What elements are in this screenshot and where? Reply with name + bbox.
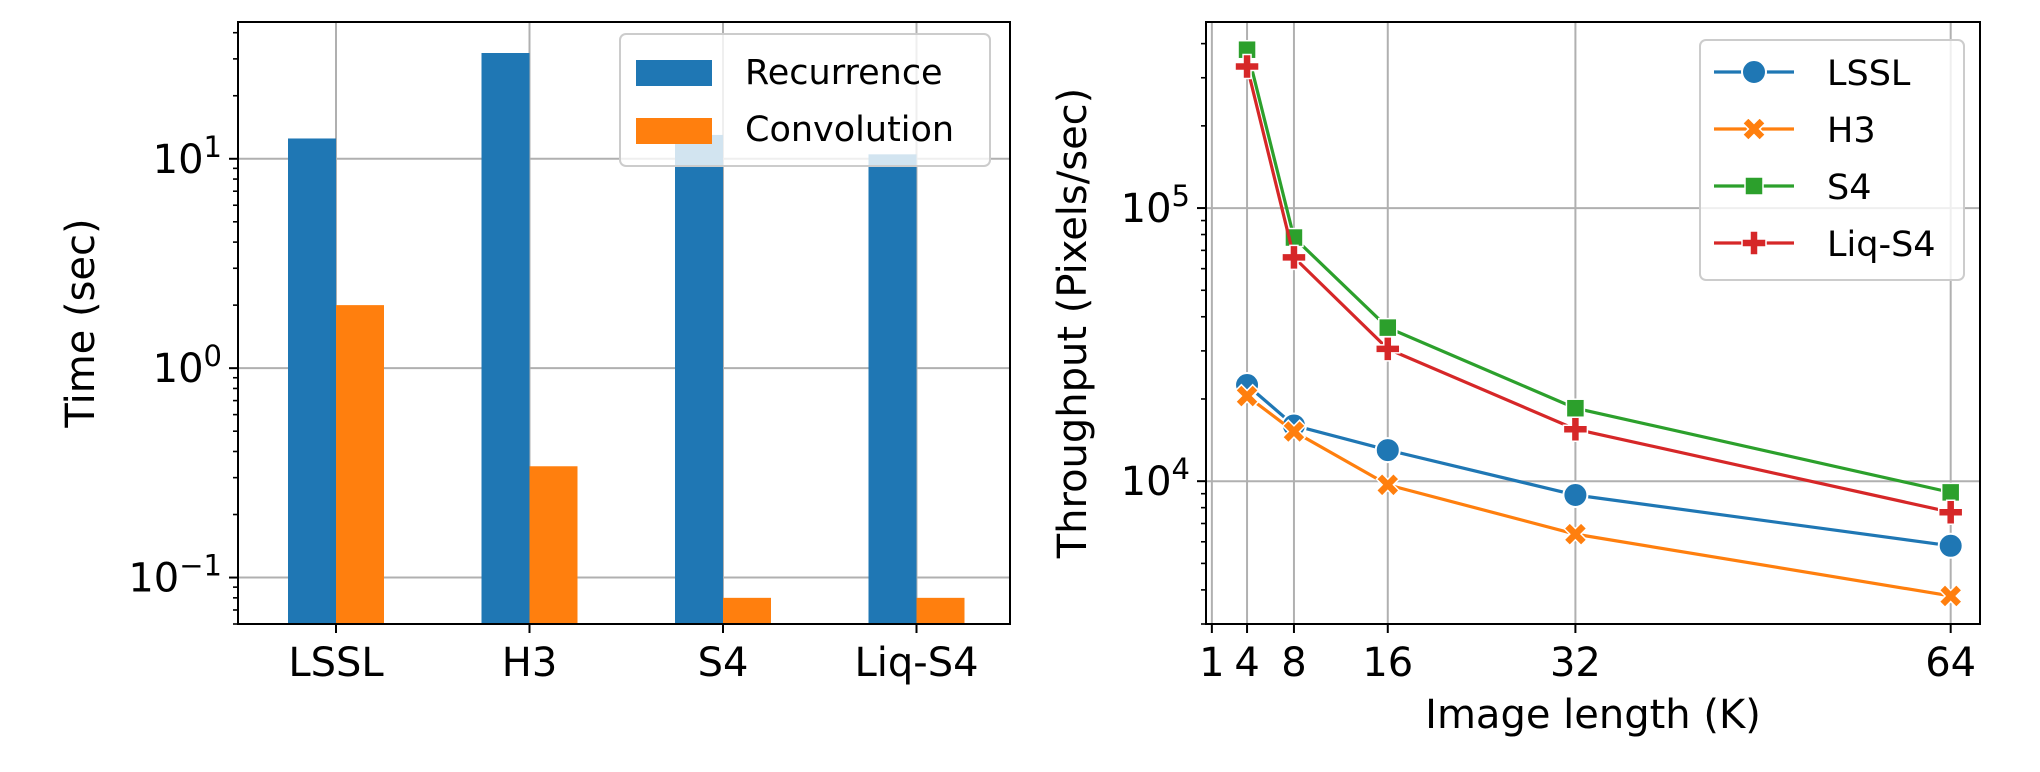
data-point-s4-16 [1378, 317, 1398, 338]
data-point-s4-64 [1940, 482, 1961, 503]
line-chart-x-axis-label: Image length (K) [1425, 692, 1761, 738]
data-point-liq-s4-8 [1281, 244, 1307, 271]
bar-convolution-liq-s4 [916, 597, 965, 624]
x-tick-label-1: 1 [1199, 640, 1224, 686]
legend-frame [619, 33, 991, 167]
x-tick-label-liq-s4: Liq-S4 [854, 640, 978, 686]
bar-recurrence-h3 [481, 53, 530, 625]
legend-label-convolution: Convolution [745, 110, 954, 150]
data-point-liq-s4-64 [1937, 499, 1964, 525]
bar-chart: 10−1 100 101 LSSL H3 S4 Liq-S4 Time (sec) Rec… [58, 21, 1011, 686]
x-tick-label-h3: H3 [502, 640, 558, 686]
x-tick-label-s4: S4 [698, 640, 749, 686]
legend-marker-s4 [1744, 176, 1764, 196]
bar-convolution-h3 [529, 466, 578, 624]
legend-label-h3: H3 [1827, 111, 1876, 151]
line-chart-y-tick-labels: 104 105 [1121, 179, 1190, 505]
legend-label-lssl: LSSL [1827, 54, 1911, 94]
data-point-lssl-32 [1562, 482, 1589, 509]
data-point-lssl-16 [1374, 437, 1401, 464]
y-tick-label: 101 [153, 130, 222, 183]
legend-marker-lssl [1741, 59, 1767, 85]
bar-chart-axes-frame [237, 21, 1011, 625]
bar-chart-y-tick-labels: 10−1 100 101 [128, 130, 222, 602]
x-tick-label-64: 64 [1925, 640, 1976, 686]
legend-swatch-recurrence [636, 60, 712, 86]
y-tick-label: 10−1 [128, 549, 222, 602]
line-chart-series [1234, 39, 1964, 609]
data-point-liq-s4-32 [1562, 416, 1589, 442]
y-tick-label: 105 [1121, 179, 1190, 232]
legend-marker-h3 [1741, 116, 1767, 142]
data-point-liq-s4-4 [1234, 53, 1260, 80]
line-chart-x-tick-labels: 1 4 8 16 32 64 [1199, 640, 1976, 686]
bar-convolution-lssl [336, 305, 384, 624]
x-tick-label-16: 16 [1362, 640, 1413, 686]
data-point-h3-16 [1375, 472, 1401, 498]
data-point-s4-32 [1565, 398, 1586, 418]
line-chart-ticks [1197, 42, 1952, 633]
legend-label-recurrence: Recurrence [745, 53, 943, 93]
line-chart-legend: LSSL H3 S4 Liq-S4 [1699, 39, 1965, 281]
legend-label-s4: S4 [1827, 168, 1872, 208]
bar-recurrence-lssl [288, 138, 336, 624]
legend-frame [1699, 39, 1965, 281]
x-tick-label-8: 8 [1281, 640, 1306, 686]
legend-swatch-convolution [636, 118, 712, 144]
data-point-liq-s4-16 [1375, 336, 1401, 362]
bar-chart-bars [288, 53, 965, 625]
series-line-h3 [1246, 394, 1951, 598]
bar-chart-x-tick-labels: LSSL H3 S4 Liq-S4 [288, 640, 978, 686]
data-point-h3-8 [1281, 419, 1307, 444]
y-tick-label: 100 [153, 339, 222, 392]
y-tick-label: 104 [1121, 452, 1190, 505]
line-chart: 104 105 1 4 8 16 32 64 Throughput (Pixels/sec)… [1050, 21, 1981, 738]
bar-convolution-s4 [723, 597, 771, 624]
bar-chart-ticks [229, 31, 918, 633]
data-point-h3-4 [1234, 383, 1260, 409]
x-tick-label-4: 4 [1234, 640, 1259, 686]
line-chart-y-axis-label: Throughput (Pixels/sec) [1050, 88, 1096, 560]
bar-recurrence-liq-s4 [868, 154, 917, 624]
x-tick-label-lssl: LSSL [288, 640, 384, 686]
bar-chart-legend: Recurrence Convolution [619, 33, 991, 167]
line-chart-axes-frame [1205, 21, 1981, 625]
legend-label-liq-s4: Liq-S4 [1827, 225, 1936, 265]
bar-recurrence-s4 [675, 134, 723, 624]
legend-marker-liq-s4 [1741, 230, 1767, 256]
data-point-h3-64 [1938, 583, 1964, 609]
data-point-lssl-64 [1937, 532, 1964, 559]
x-tick-label-32: 32 [1550, 640, 1601, 686]
data-point-h3-32 [1563, 521, 1588, 547]
bar-chart-y-axis-label: Time (sec) [58, 218, 104, 428]
